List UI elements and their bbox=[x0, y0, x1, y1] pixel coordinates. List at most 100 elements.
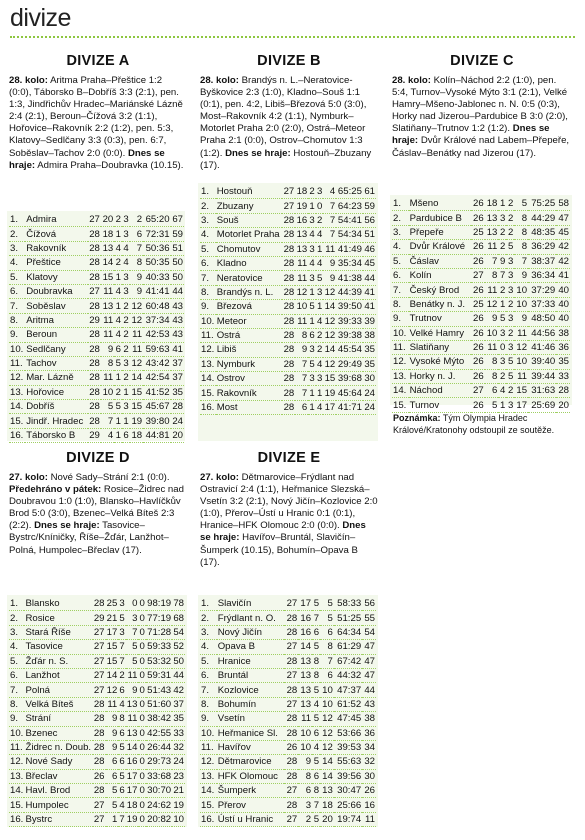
stat-cell: 7 bbox=[327, 655, 333, 667]
stat-cell: 5 bbox=[507, 241, 514, 253]
team-cell: Bruntál bbox=[217, 670, 249, 682]
stat-cell: 16 bbox=[300, 612, 312, 624]
stat-cell: 13 bbox=[296, 229, 308, 241]
standings-row: 7. Soběslav 28 13 1 2 12 60:48 43 bbox=[9, 299, 184, 314]
stat-cell: 11 bbox=[107, 698, 118, 710]
rank-cell: 9. bbox=[201, 713, 210, 725]
stat-cell: 41:38 bbox=[337, 272, 362, 284]
stat-cell: 11 bbox=[103, 329, 114, 341]
team-cell: Velké Hamry bbox=[409, 327, 465, 339]
rank-cell: 14. bbox=[201, 785, 215, 797]
stat-cell: 2 bbox=[123, 329, 129, 341]
stat-cell: 26 bbox=[472, 198, 484, 210]
stat-cell: 10 bbox=[486, 327, 498, 339]
standings-row: 8. Benátky n. J. 25 12 1 2 10 37:33 40 bbox=[392, 297, 570, 312]
stat-cell: 53:66 bbox=[337, 727, 362, 739]
team-cell: Slavičín bbox=[217, 598, 252, 610]
stat-cell: 61 bbox=[364, 186, 375, 198]
stat-cell: 29 bbox=[89, 314, 100, 326]
stat-cell: 45 bbox=[558, 226, 569, 238]
team-cell: Dvůr Králové bbox=[409, 241, 466, 253]
stat-cell: 68 bbox=[173, 612, 184, 624]
division-heading: DIVIZE C bbox=[450, 53, 514, 69]
stat-cell: 3 bbox=[316, 186, 323, 198]
today-label: Dnes se hraje: bbox=[225, 147, 291, 159]
rank-cell: 12. bbox=[393, 356, 407, 368]
rank-cell: 13. bbox=[10, 386, 24, 398]
stat-cell: 28 bbox=[89, 415, 100, 427]
rank-cell: 12. bbox=[10, 372, 24, 384]
stat-cell: 2 bbox=[309, 186, 315, 198]
round-label: 28. kolo: bbox=[200, 75, 239, 86]
stat-cell: 19 bbox=[296, 200, 308, 212]
friday-results: Rosice–Židrec nad Doubravou 1:0 (1:0), B… bbox=[9, 484, 184, 532]
standings-row: 10. Velké Hamry 26 10 3 2 11 44:56 38 bbox=[392, 326, 570, 341]
stat-cell: 39:53 bbox=[337, 742, 362, 754]
stat-cell: 6 bbox=[327, 670, 333, 682]
stat-cell: 28 bbox=[89, 358, 100, 370]
rank-cell: 6. bbox=[393, 270, 402, 282]
standings-row: 12. Dětmarovice 28 9 5 14 55:63 32 bbox=[200, 755, 376, 770]
division-d: DIVIZE D 27. kolo: Nové Sady–Strání 2:1 … bbox=[9, 451, 187, 557]
rank-cell: 6. bbox=[201, 670, 210, 682]
stat-cell: 5 bbox=[132, 655, 138, 667]
stat-cell: 27 bbox=[286, 814, 298, 826]
standings-row: 8. Bohumín 27 13 4 10 61:52 43 bbox=[200, 697, 376, 712]
stat-cell: 0 bbox=[139, 770, 145, 782]
stat-cell: 19 bbox=[324, 387, 336, 399]
team-cell: Rakovník bbox=[26, 242, 67, 254]
stat-cell: 7 bbox=[132, 626, 138, 638]
stat-cell: 0 bbox=[139, 742, 145, 754]
stat-cell: 2 bbox=[115, 386, 122, 398]
stat-cell: 2 bbox=[507, 298, 514, 310]
stat-cell: 27 bbox=[286, 698, 298, 710]
stat-cell: 15 bbox=[324, 373, 336, 385]
round-report: 28. kolo: Brandýs n. L.–Neratovice-Byško… bbox=[200, 75, 378, 172]
stat-cell: 29 bbox=[93, 612, 105, 624]
stat-cell: 12 bbox=[322, 742, 333, 754]
stat-cell: 20:82 bbox=[147, 814, 172, 826]
stat-cell: 3 bbox=[132, 612, 138, 624]
stat-cell: 51:25 bbox=[337, 612, 362, 624]
rank-cell: 11. bbox=[10, 358, 23, 370]
stat-cell: 8 bbox=[313, 670, 320, 682]
standings-row: 12. Mar. Lázně 28 11 1 2 14 42:54 37 bbox=[9, 371, 184, 386]
stat-cell: 20 bbox=[322, 814, 333, 826]
rank-cell: 7. bbox=[10, 300, 19, 312]
rank-cell: 3. bbox=[393, 226, 402, 238]
standings-row: 3. Nový Jičín 28 16 6 6 64:34 54 bbox=[200, 625, 376, 640]
stat-cell: 5 bbox=[115, 401, 122, 413]
stat-cell: 0 bbox=[139, 799, 145, 811]
stat-cell: 6 bbox=[313, 626, 320, 638]
stat-cell: 40 bbox=[558, 284, 569, 296]
stat-cell: 24 bbox=[364, 387, 375, 399]
stat-cell: 59:31 bbox=[147, 670, 172, 682]
stat-cell: 12 bbox=[324, 330, 336, 342]
stat-cell: 27 bbox=[89, 286, 100, 298]
rank-cell: 7. bbox=[10, 684, 19, 696]
stat-cell: 55:63 bbox=[337, 756, 362, 768]
stat-cell: 28 bbox=[93, 713, 105, 725]
stat-cell: 12 bbox=[486, 298, 498, 310]
stat-cell: 44 bbox=[364, 272, 375, 284]
stat-cell: 10 bbox=[516, 284, 528, 296]
stat-cell: 28 bbox=[283, 402, 295, 414]
stat-cell: 29:49 bbox=[337, 358, 362, 370]
standings-row: 2. Pardubice B 26 13 3 2 8 44:29 47 bbox=[392, 211, 570, 226]
standings-row: 5. Žďár n. S. 27 15 7 5 0 53:32 50 bbox=[9, 654, 185, 669]
division-heading: DIVIZE E bbox=[257, 450, 321, 466]
stat-cell: 2 bbox=[500, 226, 506, 238]
stat-cell: 45:67 bbox=[145, 401, 170, 413]
stat-cell: 1 bbox=[115, 300, 122, 312]
stat-cell: 26 bbox=[472, 212, 484, 224]
stat-cell: 28 bbox=[558, 385, 569, 397]
standings-row: 7. Neratovice 28 11 3 5 9 41:38 44 bbox=[200, 271, 376, 286]
stat-cell: 28 bbox=[283, 214, 295, 226]
stat-cell: 72:31 bbox=[145, 228, 170, 240]
stat-cell: 5 bbox=[500, 313, 506, 325]
stat-cell: 45 bbox=[364, 258, 375, 270]
standings-row: 11. Havířov 26 10 4 12 39:53 34 bbox=[200, 740, 376, 755]
rank-cell: 1. bbox=[10, 598, 19, 610]
stat-cell: 26 bbox=[472, 241, 484, 253]
standings-row: 2. Zbuzany 27 19 1 0 7 64:23 59 bbox=[200, 199, 376, 214]
